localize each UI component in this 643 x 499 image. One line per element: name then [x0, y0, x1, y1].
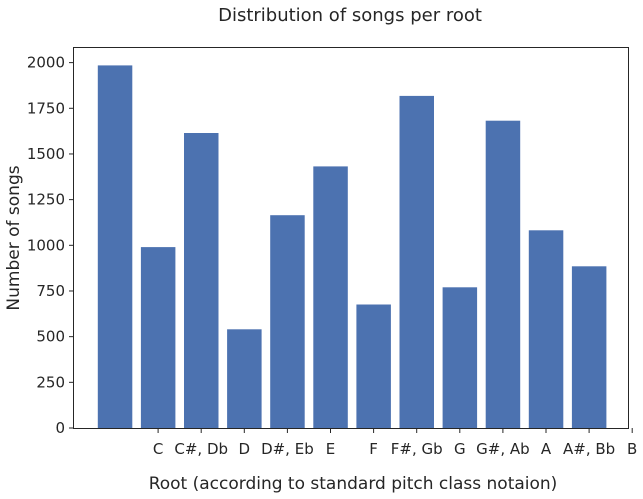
bar — [313, 166, 348, 428]
x-tick-label: B — [627, 440, 637, 458]
bar — [571, 266, 607, 428]
x-axis-label: Root (according to standard pitch class … — [149, 474, 558, 494]
bars-group — [97, 65, 607, 429]
bar — [184, 133, 219, 428]
x-tick-label: A#, Bb — [563, 440, 615, 458]
x-tick-label: C — [153, 440, 163, 458]
chart-title: Distribution of songs per root — [218, 5, 482, 26]
x-axis-ticks: C C#, Db D D#, Eb E F F#, Gb G G#, Ab A A#, Bb B — [153, 428, 637, 458]
x-tick-label: C#, Db — [174, 440, 228, 458]
bar — [399, 95, 434, 429]
y-axis-ticks: 0 250 500 750 1000 1250 1500 1750 2000 — [27, 54, 74, 437]
y-tick-label: 750 — [36, 282, 65, 300]
bar — [270, 215, 305, 428]
x-tick-label: G — [454, 440, 466, 458]
y-axis-label: Number of songs — [4, 165, 24, 310]
x-tick-label: A — [541, 440, 552, 458]
y-tick-label: 1750 — [27, 99, 65, 117]
x-tick-label: F#, Gb — [391, 440, 443, 458]
y-tick-label: 0 — [55, 419, 65, 437]
bar — [356, 304, 391, 428]
bar — [442, 287, 478, 428]
bar — [528, 230, 564, 428]
y-tick-label: 500 — [36, 328, 65, 346]
x-tick-label: E — [326, 440, 335, 458]
y-tick-label: 1250 — [27, 191, 65, 209]
plot-frame — [73, 47, 629, 429]
x-tick-label: D#, Eb — [261, 440, 314, 458]
bar — [97, 65, 133, 429]
x-tick-label: G#, Ab — [476, 440, 530, 458]
bar — [227, 329, 262, 428]
x-tick-label: F — [369, 440, 378, 458]
bar — [485, 120, 521, 428]
x-tick-label: D — [239, 440, 251, 458]
y-tick-label: 2000 — [27, 54, 65, 72]
y-tick-label: 1500 — [27, 145, 65, 163]
bar — [140, 247, 176, 428]
y-tick-label: 1000 — [27, 236, 65, 254]
y-tick-label: 250 — [36, 373, 65, 391]
